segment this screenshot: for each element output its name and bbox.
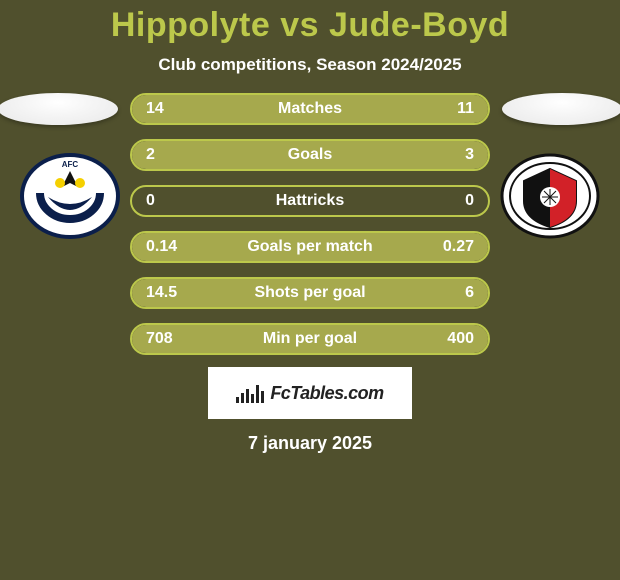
stat-value-left: 0 xyxy=(146,192,194,210)
stat-value-left: 14.5 xyxy=(146,284,194,302)
stat-value-left: 14 xyxy=(146,100,194,118)
stat-value-right: 0 xyxy=(426,192,474,210)
bar-icon-segment xyxy=(261,391,264,403)
stat-label: Shots per goal xyxy=(194,284,426,302)
club-badge-left: AFC xyxy=(20,153,120,239)
stat-label: Goals xyxy=(194,146,426,164)
stat-row: 2Goals3 xyxy=(130,139,490,171)
stat-label: Hattricks xyxy=(194,192,426,210)
stat-label: Matches xyxy=(194,100,426,118)
bars-icon xyxy=(236,383,264,403)
comparison-widget: Hippolyte vs Jude-Boyd Club competitions… xyxy=(0,0,620,580)
bar-icon-segment xyxy=(251,394,254,403)
stat-value-right: 6 xyxy=(426,284,474,302)
stat-value-left: 2 xyxy=(146,146,194,164)
stat-value-left: 708 xyxy=(146,330,194,348)
stat-value-right: 400 xyxy=(426,330,474,348)
stat-value-right: 11 xyxy=(426,100,474,118)
branding-label: FcTables.com xyxy=(270,383,383,404)
stat-rows: 14Matches11 2Goals3 0Hattricks0 0.14Goals p… xyxy=(130,93,490,369)
stat-value-right: 3 xyxy=(426,146,474,164)
bar-icon-segment xyxy=(256,385,259,403)
stat-row: 0.14Goals per match0.27 xyxy=(130,231,490,263)
subtitle: Club competitions, Season 2024/2025 xyxy=(0,55,620,75)
stat-row: 0Hattricks0 xyxy=(130,185,490,217)
stats-area: AFC 14Matches112Goals30Hattricks00.14Goa… xyxy=(0,93,620,363)
stat-row: 14.5Shots per goal6 xyxy=(130,277,490,309)
stat-label: Goals per match xyxy=(194,238,426,256)
club-badge-right xyxy=(500,153,600,239)
player-photo-right xyxy=(502,93,620,125)
player-photo-left xyxy=(0,93,118,125)
bar-icon-segment xyxy=(236,397,239,403)
stat-value-left: 0.14 xyxy=(146,238,194,256)
stat-row: 14Matches11 xyxy=(130,93,490,125)
bar-icon-segment xyxy=(241,393,244,403)
stat-value-right: 0.27 xyxy=(426,238,474,256)
svg-text:AFC: AFC xyxy=(62,160,79,169)
branding-box[interactable]: FcTables.com xyxy=(208,367,412,419)
page-title: Hippolyte vs Jude-Boyd xyxy=(0,6,620,45)
stat-row: 708Min per goal400 xyxy=(130,323,490,355)
footer-date: 7 january 2025 xyxy=(0,433,620,454)
stat-label: Min per goal xyxy=(194,330,426,348)
bar-icon-segment xyxy=(246,389,249,403)
